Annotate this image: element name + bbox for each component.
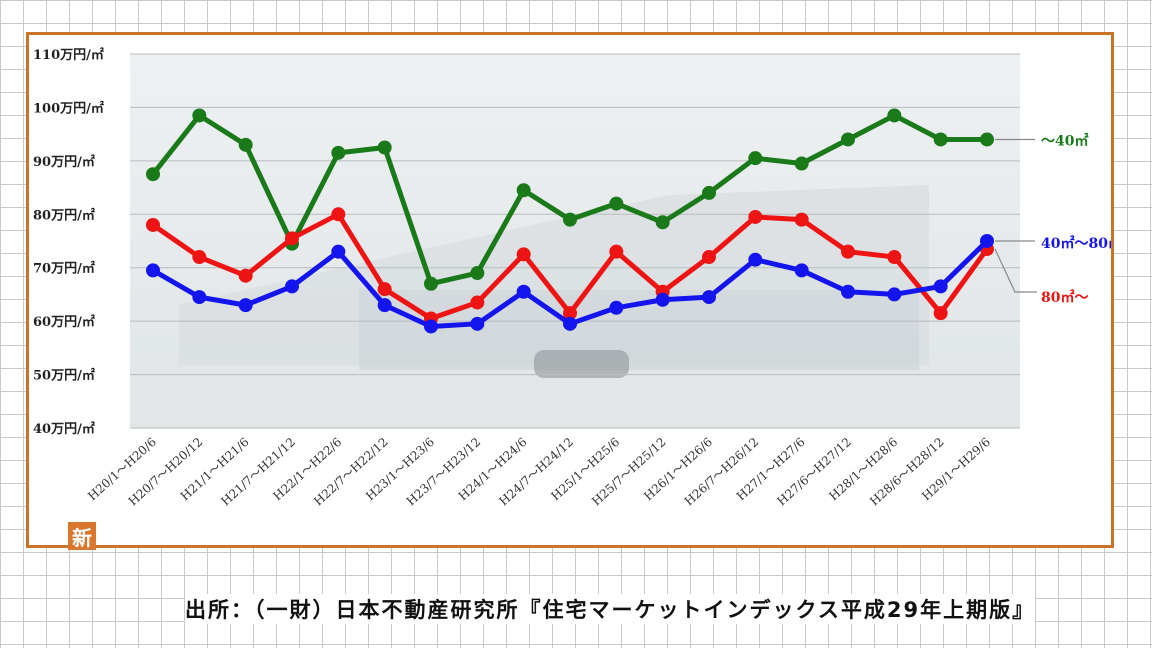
y-tick-label: 90万円/㎡ [33, 154, 95, 170]
data-point [702, 185, 716, 200]
data-point [377, 298, 392, 313]
data-point [285, 279, 299, 294]
data-point [424, 319, 438, 334]
y-tick-label: 70万円/㎡ [33, 261, 95, 277]
data-point [655, 292, 670, 307]
data-point [609, 244, 624, 259]
chart-frame: 110万円/㎡ 100万円/㎡ 90万円/㎡ 80万円/㎡ 70万円/㎡ 60万円/㎡ 50… [26, 32, 1114, 550]
data-point [794, 263, 809, 278]
data-point [146, 167, 160, 182]
y-tick-label: 80万円/㎡ [33, 207, 95, 223]
y-tick-label: 60万円/㎡ [33, 314, 95, 330]
source-citation: 出所：（一財）日本不動産研究所『住宅マーケットインデックス平成29年上期版』 [185, 594, 1036, 624]
data-point [609, 300, 624, 315]
data-point [238, 298, 253, 313]
background-photo [130, 54, 1020, 428]
data-point [980, 132, 994, 147]
data-point [655, 215, 670, 230]
y-tick-label: 110万円/㎡ [33, 47, 104, 63]
data-point [702, 250, 716, 265]
y-tick-label: 50万円/㎡ [33, 368, 95, 384]
data-point [331, 207, 346, 222]
line-chart: 110万円/㎡ 100万円/㎡ 90万円/㎡ 80万円/㎡ 70万円/㎡ 60万円/㎡ 50… [33, 47, 1111, 509]
data-point [794, 156, 809, 171]
data-point [563, 316, 577, 331]
data-point [980, 234, 994, 248]
data-point [238, 268, 253, 283]
data-point [192, 290, 207, 305]
data-point [285, 231, 299, 246]
series-label: 40㎡～80㎡ [1041, 235, 1111, 252]
data-point [377, 282, 392, 297]
data-point [794, 212, 809, 227]
data-point [192, 250, 207, 265]
series-2 [146, 207, 994, 326]
data-point [424, 276, 438, 291]
data-point [470, 266, 485, 281]
data-point [516, 284, 531, 299]
data-point [470, 295, 485, 310]
leader-line [994, 248, 1037, 293]
data-point [192, 108, 207, 123]
data-point [748, 209, 763, 224]
series-labels: ～40㎡ 40㎡～80㎡ 80㎡～ [994, 132, 1111, 306]
y-tick-label: 100万円/㎡ [33, 100, 104, 116]
data-point [887, 287, 902, 302]
data-point [933, 279, 948, 294]
data-point [563, 212, 577, 227]
series-1 [146, 234, 994, 334]
data-point [516, 247, 531, 262]
data-point [887, 108, 902, 123]
series-layer [146, 108, 994, 334]
series-label: ～40㎡ [1041, 132, 1088, 149]
data-point [841, 244, 855, 259]
data-point [331, 145, 346, 160]
y-tick-label: 40万円/㎡ [33, 421, 95, 437]
data-point [516, 183, 531, 198]
data-point [841, 284, 855, 299]
y-axis-ticks: 110万円/㎡ 100万円/㎡ 90万円/㎡ 80万円/㎡ 70万円/㎡ 60万円/㎡ 50… [33, 47, 104, 437]
data-point [146, 217, 160, 232]
data-point [146, 263, 160, 278]
new-badge: 新 [68, 522, 96, 550]
data-point [470, 316, 485, 331]
data-point [238, 137, 253, 152]
data-point [748, 151, 763, 166]
data-point [933, 306, 948, 321]
data-point [563, 306, 577, 321]
data-point [331, 244, 346, 259]
x-axis-ticks: H20/1～H20/6H20/7～H20/12H21/1～H21/6H21/7～… [85, 435, 993, 509]
data-point [702, 290, 716, 305]
data-point [377, 140, 392, 155]
data-point [933, 132, 948, 147]
data-point [748, 252, 763, 267]
data-point [841, 132, 855, 147]
data-point [609, 196, 624, 211]
series-label: 80㎡～ [1041, 289, 1088, 306]
data-point [887, 250, 902, 265]
